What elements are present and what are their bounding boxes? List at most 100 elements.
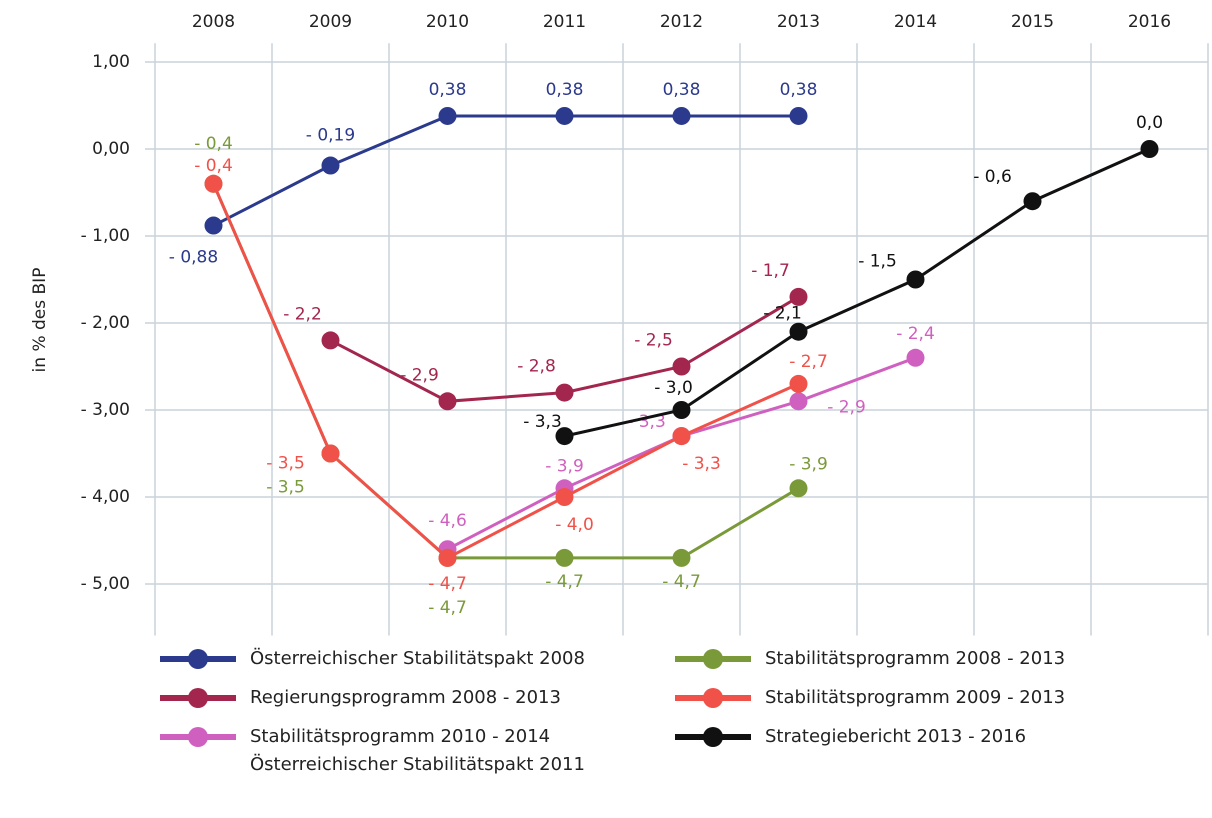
data-label: - 4,0 [555,515,594,535]
data-point [438,548,457,567]
data-label: - 1,7 [751,261,790,281]
data-label: - 3,5 [266,454,305,474]
y-tick-label: 0,00 [92,139,130,159]
data-label: - 2,9 [827,397,866,417]
data-label: - 4,7 [428,574,467,594]
legend-dot [703,688,723,708]
data-label: - 4,7 [545,572,584,592]
data-point [321,444,340,463]
legend-dot [188,727,208,747]
data-label: 0,38 [663,80,701,100]
x-tick-label: 2016 [1128,12,1171,32]
legend-label: Stabilitätsprogramm 2008 - 2013 [765,648,1066,669]
chart: in % des BIP 1,00 0,00 - 1,00 - 2,00 - 3,00 -… [30,12,1209,636]
data-label: - 3,3 [682,454,721,474]
data-label: - 4,6 [428,511,467,531]
y-tick-label: - 4,00 [81,487,130,507]
legend-label: Stabilitätsprogramm 2010 - 2014 Österrei… [250,726,585,775]
data-label: - 2,8 [517,357,556,377]
legend-item: Regierungsprogramm 2008 - 2013 [160,687,675,712]
data-point [321,331,340,350]
legend-item: Stabilitätsprogramm 2009 - 2013 [675,687,1175,712]
data-point [555,106,574,125]
legend-item: Strategiebericht 2013 - 2016 [675,726,1175,779]
legend-label: Regierungsprogramm 2008 - 2013 [250,687,561,708]
data-point [789,374,808,393]
data-label: - 2,9 [400,365,439,385]
data-point [789,106,808,125]
data-point [555,427,574,446]
series-line [564,147,1151,438]
data-point [672,548,691,567]
data-point [672,357,691,376]
x-tick-label: 2012 [660,12,703,32]
legend-item: Stabilitätsprogramm 2010 - 2014 Österrei… [160,726,675,779]
data-point [789,322,808,341]
data-point [204,216,223,235]
data-point [672,427,691,446]
x-tick-label: 2009 [309,12,352,32]
legend-label: Strategiebericht 2013 - 2016 [765,726,1027,747]
data-point [555,488,574,506]
x-tick-label: 2014 [894,12,937,32]
series-line [212,183,800,560]
y-tick-label: - 2,00 [81,313,130,333]
legend-symbol [675,687,751,709]
data-label: 0,38 [780,80,818,100]
legend-symbol [160,726,236,748]
data-label: - 3,5 [266,478,305,498]
x-tick-label: 2013 [777,12,820,32]
legend-symbol [675,726,751,748]
data-label: - 0,4 [194,156,233,176]
data-label: - 0,19 [306,126,355,146]
data-point [789,287,808,306]
legend-dot [703,727,723,747]
legend-symbol [160,687,236,709]
data-label: - 1,5 [858,252,897,272]
data-point [438,106,457,125]
legend-label: Stabilitätsprogramm 2009 - 2013 [765,687,1066,708]
data-label: - 0,88 [169,248,218,268]
data-label: - 3,0 [654,378,693,398]
legend-dot [188,688,208,708]
legend-dot [703,649,723,669]
data-point [1140,140,1159,158]
data-label: - 2,7 [789,352,828,372]
data-point [672,106,691,125]
legend-symbol [675,648,751,670]
x-tick-label: 2010 [426,12,469,32]
y-tick-label: - 3,00 [81,400,130,420]
y-tick-label: 1,00 [92,52,130,72]
data-point [555,383,574,402]
y-axis-label: in % des BIP [30,268,50,373]
data-label: - 3,9 [545,456,584,476]
x-tick-label: 2011 [543,12,586,32]
data-label: - 0,6 [973,167,1012,187]
data-point [321,156,340,175]
data-point [672,401,691,419]
data-point [555,548,574,567]
data-label: - 3,9 [789,454,828,474]
data-label: 0,38 [546,80,584,100]
data-point [1023,192,1042,211]
data-label: - 2,5 [634,331,673,351]
y-tick-label: - 5,00 [81,574,130,594]
legend-label: Österreichischer Stabilitätspakt 2008 [250,648,585,669]
data-label: - 4,7 [428,598,467,618]
y-tick-label: - 1,00 [81,226,130,246]
legend-item: Österreichischer Stabilitätspakt 2008 [160,648,675,673]
legend-symbol [160,648,236,670]
data-point [906,348,925,367]
x-tick-label: 2008 [192,12,235,32]
series-line [212,114,799,227]
data-label: 0,0 [1136,113,1163,133]
data-point [204,174,223,193]
data-point [906,270,925,289]
data-label: - 2,2 [283,304,322,324]
data-point [789,392,808,411]
data-point [789,479,808,498]
legend-item: Stabilitätsprogramm 2008 - 2013 [675,648,1175,673]
legend-dot [188,649,208,669]
legend: Österreichischer Stabilitätspakt 2008 Sta… [160,648,1200,779]
